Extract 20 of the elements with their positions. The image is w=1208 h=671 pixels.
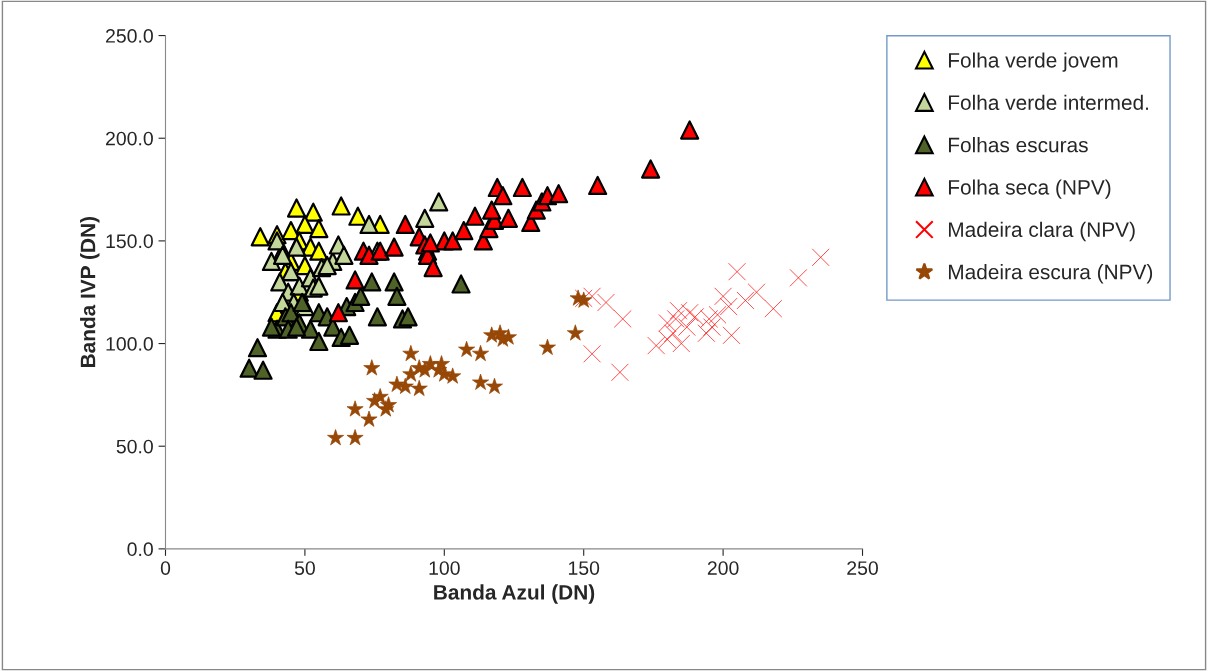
x-axis-title: Banda Azul (DN) — [434, 584, 595, 604]
y-tick-label: 250.0 — [106, 29, 153, 43]
legend-label: Folha verde intermed. — [948, 94, 1149, 111]
legend-label: Folhas escuras — [948, 137, 1088, 153]
x-tick-label: 50 — [294, 561, 315, 575]
y-tick-label: 0.0 — [127, 542, 153, 557]
y-tick-label: 150.0 — [106, 234, 153, 249]
legend-label: Madeira escura (NPV) — [948, 264, 1153, 284]
x-tick-label: 0 — [160, 561, 171, 575]
legend-label: Madeira clara (NPV) — [948, 221, 1135, 242]
x-tick-label: 100 — [429, 561, 460, 575]
y-tick-label: 50.0 — [116, 439, 153, 454]
x-tick-label: 250 — [847, 561, 878, 575]
x-tick-label: 150 — [568, 561, 600, 575]
legend-label: Folha verde jovem — [948, 52, 1118, 72]
x-tick-label: 200 — [707, 561, 739, 575]
y-axis-title: Banda IVP (DN) — [80, 217, 100, 368]
y-tick-label: 200.0 — [106, 131, 153, 146]
legend-label: Folha seca (NPV) — [948, 179, 1111, 199]
y-tick-label: 100.0 — [106, 337, 153, 351]
